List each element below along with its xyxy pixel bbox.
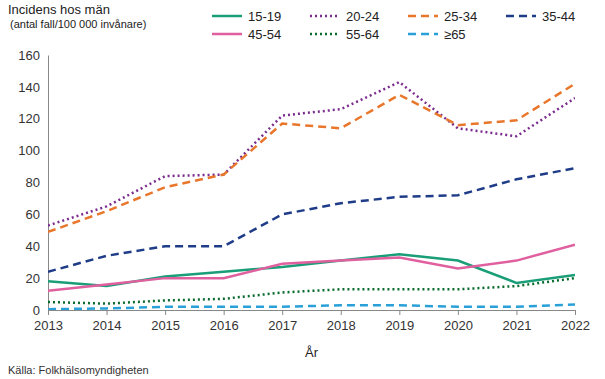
legend-label: ≥65 bbox=[444, 27, 466, 42]
y-tick: 0 bbox=[33, 303, 48, 318]
x-tick: 2021 bbox=[502, 310, 531, 333]
x-tick-label: 2016 bbox=[210, 318, 239, 333]
y-tick-label: 100 bbox=[18, 143, 40, 158]
x-tick-label: 2018 bbox=[327, 318, 356, 333]
source: Källa: Folkhälsomyndigheten bbox=[8, 364, 149, 376]
x-tick: 2014 bbox=[93, 310, 122, 333]
y-tick: 80 bbox=[26, 175, 48, 190]
x-tick-label: 2020 bbox=[444, 318, 473, 333]
x-axis-line bbox=[49, 310, 576, 311]
y-tick: 140 bbox=[18, 80, 48, 95]
x-tick-mark bbox=[282, 310, 283, 315]
x-tick-mark bbox=[399, 310, 400, 315]
x-tick-label: 2021 bbox=[502, 318, 531, 333]
y-axis-title-line: (antal fall/100 000 invånare) bbox=[10, 18, 146, 30]
y-tick: 100 bbox=[18, 143, 48, 158]
y-tick-label: 40 bbox=[26, 239, 40, 254]
legend-item: ≥65 bbox=[408, 27, 466, 42]
x-tick: 2020 bbox=[444, 310, 473, 333]
legend-swatch bbox=[310, 33, 340, 36]
legend-item: 55-64 bbox=[310, 27, 379, 42]
legend-label: 35-44 bbox=[542, 9, 575, 24]
plot-area bbox=[48, 82, 575, 309]
legend-swatch bbox=[408, 15, 438, 18]
legend-label: 20-24 bbox=[346, 9, 379, 24]
y-tick: 120 bbox=[18, 111, 48, 126]
y-tick-label: 160 bbox=[18, 48, 40, 63]
legend-swatch bbox=[212, 15, 242, 18]
x-tick-label: 2019 bbox=[385, 318, 414, 333]
y-tick-label: 140 bbox=[18, 80, 40, 95]
y-tick-label: 80 bbox=[26, 175, 40, 190]
y-tick-label: 20 bbox=[26, 271, 40, 286]
x-tick-label: 2022 bbox=[561, 318, 590, 333]
chart: 0204060801001201401602013201420152016201… bbox=[0, 0, 605, 379]
series-line bbox=[48, 304, 575, 309]
legend-swatch bbox=[506, 15, 536, 18]
legend-item: 15-19 bbox=[212, 9, 281, 24]
x-tick: 2018 bbox=[327, 310, 356, 333]
x-axis-title: År bbox=[305, 345, 319, 360]
legend-swatch bbox=[408, 33, 438, 36]
series-line bbox=[48, 245, 575, 291]
x-tick: 2022 bbox=[561, 310, 590, 333]
x-tick-label: 2017 bbox=[268, 318, 297, 333]
y-axis: 0 20 40 60 80 100 120 140 160 bbox=[18, 48, 48, 318]
y-tick: 40 bbox=[26, 239, 48, 254]
x-tick-mark bbox=[575, 310, 576, 315]
x-tick-mark bbox=[341, 310, 342, 315]
series-line bbox=[48, 168, 575, 272]
x-tick-mark bbox=[458, 310, 459, 315]
y-tick: 20 bbox=[26, 271, 48, 286]
y-axis-title: Incidens hos män(antal fall/100 000 invå… bbox=[8, 2, 146, 30]
y-axis-title-line: Incidens hos män bbox=[8, 2, 110, 17]
x-tick: 2019 bbox=[385, 310, 414, 333]
legend-item: 25-34 bbox=[408, 9, 477, 24]
y-tick: 60 bbox=[26, 207, 48, 222]
legend-item: 20-24 bbox=[310, 9, 379, 24]
x-tick-label: 2015 bbox=[151, 318, 180, 333]
x-tick-mark bbox=[107, 310, 108, 315]
x-tick: 2016 bbox=[210, 310, 239, 333]
legend-label: 15-19 bbox=[248, 9, 281, 24]
x-tick-mark bbox=[516, 310, 517, 315]
legend-swatch bbox=[212, 33, 242, 36]
legend-swatch bbox=[310, 15, 340, 18]
x-axis: 2013 2014 2015 2016 2017 2018 2019 2020 2021 2022 bbox=[34, 310, 590, 333]
x-tick: 2013 bbox=[34, 310, 63, 333]
legend-label: 55-64 bbox=[346, 27, 379, 42]
x-tick-mark bbox=[224, 310, 225, 315]
x-tick: 2017 bbox=[268, 310, 297, 333]
x-tick-mark bbox=[48, 310, 49, 315]
y-tick: 160 bbox=[18, 48, 48, 63]
y-tick-label: 120 bbox=[18, 111, 40, 126]
y-tick-label: 0 bbox=[33, 303, 40, 318]
legend-label: 45-54 bbox=[248, 27, 281, 42]
legend-item: 35-44 bbox=[506, 9, 575, 24]
x-tick-mark bbox=[165, 310, 166, 315]
legend-label: 25-34 bbox=[444, 9, 477, 24]
legend-item: 45-54 bbox=[212, 27, 281, 42]
legend: 15-19 20-24 25-34 35-44 45-54 55-64 ≥65 bbox=[212, 9, 575, 42]
x-tick-label: 2013 bbox=[34, 318, 63, 333]
y-tick-label: 60 bbox=[26, 207, 40, 222]
x-tick-label: 2014 bbox=[93, 318, 122, 333]
x-tick: 2015 bbox=[151, 310, 180, 333]
series-line bbox=[48, 278, 575, 304]
